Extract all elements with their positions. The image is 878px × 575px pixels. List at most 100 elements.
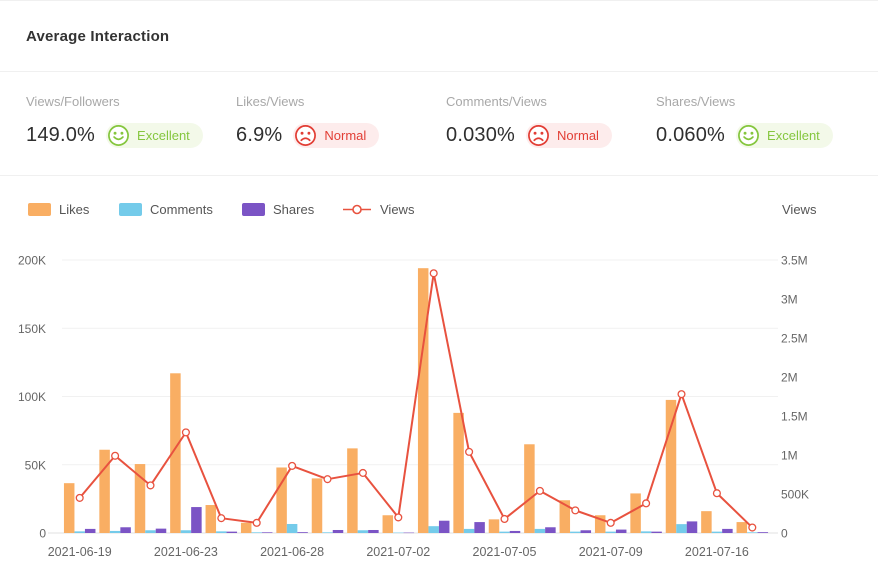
bar xyxy=(594,515,606,533)
data-point-marker xyxy=(111,451,120,460)
page-title: Average Interaction xyxy=(26,27,170,45)
bar xyxy=(630,493,641,533)
stat-label: Likes/Views xyxy=(236,94,305,109)
smiley-face-icon xyxy=(738,125,759,146)
stat-value: 0.030% xyxy=(446,124,516,146)
svg-text:1M: 1M xyxy=(781,449,798,463)
views-line[interactable] xyxy=(78,272,753,529)
svg-text:200K: 200K xyxy=(18,254,46,268)
bar xyxy=(524,444,535,533)
stat-rating-text: Excellent xyxy=(767,128,820,143)
data-point-marker xyxy=(146,481,155,490)
legend-item-likes[interactable]: Likes xyxy=(28,202,89,217)
likes-swatch-icon xyxy=(28,203,51,216)
bar xyxy=(711,531,723,533)
svg-text:50K: 50K xyxy=(25,458,46,472)
data-point-marker xyxy=(75,493,84,502)
bar xyxy=(286,523,298,533)
stat-card-shares-views: Shares/Views 0.060% Excellent xyxy=(656,72,866,175)
bar xyxy=(417,268,429,533)
bar xyxy=(570,531,581,533)
data-point-marker xyxy=(571,506,580,515)
stat-label: Comments/Views xyxy=(446,94,547,109)
bar xyxy=(261,532,273,533)
svg-text:3.5M: 3.5M xyxy=(781,254,808,268)
chart-legend: Likes Comments Shares Views Views xyxy=(0,176,878,240)
bar xyxy=(216,531,227,533)
bar xyxy=(665,399,677,533)
data-point-marker xyxy=(748,523,757,532)
shares-bars[interactable] xyxy=(84,507,769,534)
stat-card-comments-views: Comments/Views 0.030% Normal xyxy=(446,72,656,175)
chart-canvas[interactable]: 0 50K 100K 150K 200K 0 500K 1M 1.5M 2M 2.5M 3M 3.5M 2… xyxy=(0,240,878,575)
comments-bars[interactable] xyxy=(74,523,758,534)
right-axis-labels: 0 500K 1M 1.5M 2M 2.5M 3M 3.5M xyxy=(781,254,809,541)
bar xyxy=(488,519,500,533)
svg-text:2M: 2M xyxy=(781,371,798,385)
bar xyxy=(63,483,75,533)
interaction-chart[interactable]: 0 50K 100K 150K 200K 0 500K 1M 1.5M 2M 2.5M 3M 3.5M 2… xyxy=(0,240,878,575)
bar xyxy=(276,467,287,533)
stat-card-likes-views: Likes/Views 6.9% Normal xyxy=(236,72,446,175)
data-point-marker xyxy=(217,514,226,523)
data-point-marker xyxy=(712,489,721,498)
stat-value: 6.9% xyxy=(236,124,283,146)
card-header: Average Interaction xyxy=(0,1,878,72)
svg-text:2021-06-28: 2021-06-28 xyxy=(260,545,324,559)
legend-label: Likes xyxy=(59,202,90,217)
svg-text:2.5M: 2.5M xyxy=(781,332,808,346)
svg-text:2021-07-05: 2021-07-05 xyxy=(473,545,537,559)
bar xyxy=(534,528,546,533)
views-markers[interactable] xyxy=(75,269,757,532)
stat-rating-text: Normal xyxy=(557,128,599,143)
bar xyxy=(676,524,687,533)
svg-text:2021-06-19: 2021-06-19 xyxy=(48,545,112,559)
legend-item-views[interactable]: Views xyxy=(342,202,414,217)
bar xyxy=(357,530,369,533)
stat-value: 149.0% xyxy=(26,124,96,146)
bar xyxy=(297,532,308,533)
bar xyxy=(438,520,450,533)
smiley-face-icon xyxy=(108,125,129,146)
bar xyxy=(757,532,769,533)
data-point-marker xyxy=(429,269,438,278)
svg-text:1.5M: 1.5M xyxy=(781,410,808,424)
likes-bars[interactable] xyxy=(63,268,748,533)
bar xyxy=(251,532,262,533)
status-badge: Excellent xyxy=(736,123,833,148)
comments-swatch-icon xyxy=(119,203,142,216)
legend-item-comments[interactable]: Comments xyxy=(119,202,213,217)
data-point-marker xyxy=(642,499,651,508)
legend-label: Views xyxy=(380,202,415,217)
stat-rating-text: Excellent xyxy=(137,128,190,143)
bar xyxy=(145,530,156,533)
sad-face-icon xyxy=(528,125,549,146)
bar xyxy=(463,528,475,533)
bar xyxy=(559,500,571,533)
bar xyxy=(651,531,662,533)
bar xyxy=(499,531,510,533)
bar xyxy=(240,522,252,533)
bar xyxy=(155,528,167,533)
left-axis-labels: 0 50K 100K 150K 200K xyxy=(18,254,46,541)
bar xyxy=(382,515,394,533)
bar xyxy=(580,530,592,533)
svg-text:0: 0 xyxy=(39,527,46,541)
bar xyxy=(474,522,485,533)
bar xyxy=(686,521,698,533)
bar xyxy=(191,507,202,533)
legend-item-shares[interactable]: Shares xyxy=(242,202,314,217)
data-point-marker xyxy=(677,390,686,399)
line-marker-icon xyxy=(343,204,371,215)
bar xyxy=(170,373,181,533)
svg-text:100K: 100K xyxy=(18,390,46,404)
shares-swatch-icon xyxy=(242,203,265,216)
sad-face-icon xyxy=(295,125,317,146)
bar xyxy=(509,530,521,533)
bar xyxy=(428,526,439,533)
bar xyxy=(205,505,217,533)
svg-text:150K: 150K xyxy=(18,322,46,336)
bar xyxy=(701,511,712,533)
x-axis-labels: 2021-06-19 2021-06-23 2021-06-28 2021-07-02… xyxy=(48,545,749,559)
bar xyxy=(109,530,121,533)
